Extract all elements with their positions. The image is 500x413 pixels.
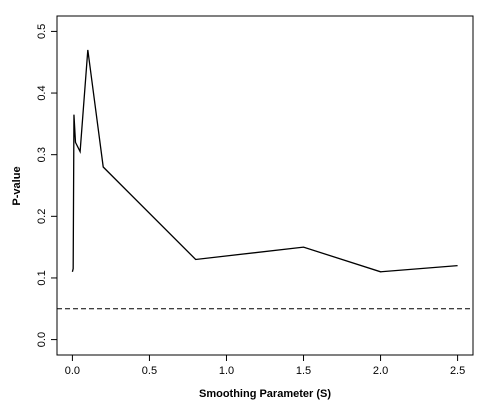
y-tick-label: 0.1 (36, 270, 48, 285)
x-tick-label: 0.5 (142, 365, 157, 377)
x-tick-label: 2.0 (373, 365, 388, 377)
x-tick-label: 1.5 (296, 365, 311, 377)
y-axis-label: P-value (11, 166, 23, 205)
y-tick-label: 0.4 (36, 85, 48, 100)
x-tick-label: 1.0 (219, 365, 234, 377)
x-axis-label: Smoothing Parameter (S) (199, 388, 331, 400)
y-tick-label: 0.0 (36, 332, 48, 347)
y-tick-label: 0.2 (36, 209, 48, 224)
plot-box (56, 15, 474, 356)
x-tick-label: 2.5 (450, 365, 465, 377)
y-tick-label: 0.5 (36, 24, 48, 39)
data-line (71, 49, 458, 273)
x-tick-label: 0.0 (65, 365, 80, 377)
y-tick-label: 0.3 (36, 147, 48, 162)
